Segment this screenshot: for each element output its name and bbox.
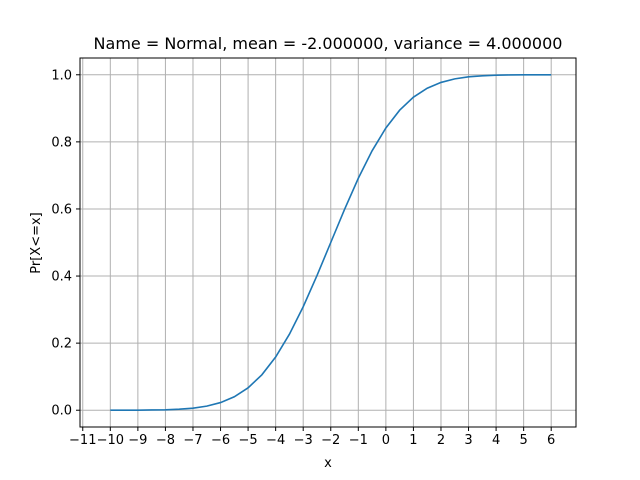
y-tick-label: 1.0 <box>51 68 72 83</box>
cdf-series-line <box>110 73 552 412</box>
axes-frame <box>79 57 577 428</box>
x-tick-label: −10 <box>97 433 124 448</box>
x-tick-label: 0 <box>382 433 390 448</box>
y-tick-label: 0.4 <box>51 270 72 285</box>
x-tick-label: −3 <box>294 433 313 448</box>
x-tick-label: 5 <box>520 433 528 448</box>
x-tick-label: −6 <box>211 433 230 448</box>
grid <box>80 58 576 427</box>
x-tick-label: 3 <box>464 433 472 448</box>
y-tick-label: 0.0 <box>51 404 72 419</box>
x-tick-label: −7 <box>183 433 202 448</box>
x-tick-label: 2 <box>437 433 445 448</box>
plot-area <box>110 73 552 412</box>
y-tick-label: 0.2 <box>51 337 72 352</box>
y-tick-label: 0.8 <box>51 135 72 150</box>
x-tick-label: 1 <box>409 433 417 448</box>
y-axis-label: Pr[X<=x] <box>29 212 44 273</box>
x-tick-label: −1 <box>349 433 368 448</box>
x-tick-label: −11 <box>69 433 96 448</box>
x-tick-label: −2 <box>321 433 340 448</box>
x-axis: −11 −10 −9 −8 −7 −6 −5 −4 −3 −2 −1 0 1 2 3 4 5 6 <box>69 427 555 448</box>
y-axis: 0.0 0.2 0.4 0.6 0.8 1.0 <box>51 68 80 419</box>
x-tick-label: 4 <box>492 433 500 448</box>
x-tick-label: −4 <box>266 433 285 448</box>
x-tick-label: −8 <box>156 433 175 448</box>
x-tick-label: −9 <box>128 433 147 448</box>
y-tick-label: 0.6 <box>51 202 72 217</box>
chart-title: Name = Normal, mean = -2.000000, varianc… <box>94 34 563 53</box>
x-tick-label: −5 <box>239 433 258 448</box>
x-tick-label: 6 <box>547 433 555 448</box>
x-axis-label: x <box>324 456 332 471</box>
